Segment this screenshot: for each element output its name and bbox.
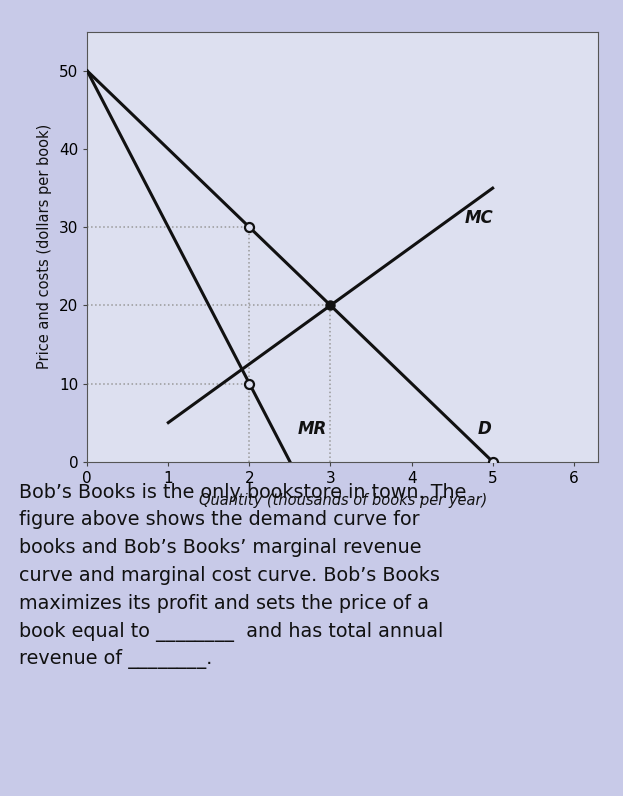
Text: books and Bob’s Books’ marginal revenue: books and Bob’s Books’ marginal revenue [19, 538, 421, 557]
Y-axis label: Price and costs (dollars per book): Price and costs (dollars per book) [37, 124, 52, 369]
Text: MR: MR [298, 420, 327, 439]
Text: maximizes its profit and sets the price of a: maximizes its profit and sets the price … [19, 594, 429, 613]
Text: curve and marginal cost curve. Bob’s Books: curve and marginal cost curve. Bob’s Boo… [19, 566, 440, 585]
Text: revenue of ________.: revenue of ________. [19, 650, 212, 669]
Text: figure above shows the demand curve for: figure above shows the demand curve for [19, 510, 419, 529]
X-axis label: Quantity (thousands of books per year): Quantity (thousands of books per year) [199, 493, 487, 508]
Text: D: D [478, 420, 492, 439]
Text: Bob’s Books is the only bookstore in town. The: Bob’s Books is the only bookstore in tow… [19, 482, 466, 501]
Text: book equal to ________  and has total annual: book equal to ________ and has total ann… [19, 622, 443, 642]
Text: MC: MC [464, 209, 493, 228]
